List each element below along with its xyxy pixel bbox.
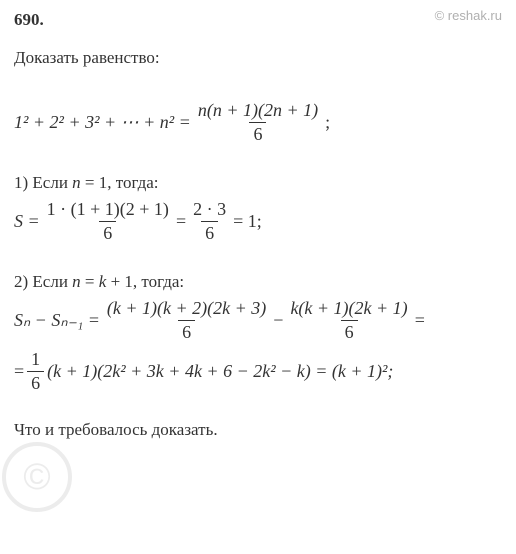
step2-formula-line1: Sₙ − Sₙ₋₁ = (k + 1)(k + 2)(2k + 3) 6 − k…: [14, 298, 502, 343]
main-equation-lhs: 1² + 2² + 3² + ⋯ + n² =: [14, 112, 191, 133]
conclusion-text: Что и требовалось доказать.: [14, 420, 502, 440]
fraction-numerator: (k + 1)(k + 2)(2k + 3): [103, 298, 270, 320]
task-statement: Доказать равенство:: [14, 48, 502, 68]
step2-line2-fraction: 1 6: [27, 349, 44, 394]
fraction-numerator: 1: [27, 349, 44, 371]
copyright-circle-icon: ©: [2, 442, 72, 512]
watermark-text: © reshak.ru: [435, 8, 502, 23]
step2-line1-fraction2: k(k + 1)(2k + 1) 6: [286, 298, 411, 343]
step1-equals: =: [176, 211, 186, 232]
step2-line2-rest: (k + 1)(2k² + 3k + 4k + 6 − 2k² − k) = (…: [47, 361, 393, 382]
fraction-denominator: 6: [201, 221, 218, 244]
step2-line1-fraction1: (k + 1)(k + 2)(2k + 3) 6: [103, 298, 270, 343]
main-equation: 1² + 2² + 3² + ⋯ + n² = n(n + 1)(2n + 1)…: [14, 100, 502, 145]
problem-number: 690.: [14, 10, 502, 30]
fraction-numerator: k(k + 1)(2k + 1): [286, 298, 411, 320]
step1-label: 1) Если n = 1, тогда:: [14, 173, 502, 193]
fraction-denominator: 6: [249, 122, 266, 145]
fraction-numerator: 1 · (1 + 1)(2 + 1): [43, 199, 173, 221]
fraction-denominator: 6: [99, 221, 116, 244]
fraction-numerator: n(n + 1)(2n + 1): [194, 100, 322, 122]
step2-line1-prefix: Sₙ − Sₙ₋₁ =: [14, 310, 100, 331]
step2-line1-minus: −: [273, 310, 283, 331]
main-equation-rhs-fraction: n(n + 1)(2n + 1) 6: [194, 100, 322, 145]
fraction-denominator: 6: [341, 320, 358, 343]
main-equation-trail: ;: [325, 112, 330, 133]
fraction-numerator: 2 · 3: [189, 199, 230, 221]
step2-formula-line2: = 1 6 (k + 1)(2k² + 3k + 4k + 6 − 2k² − …: [14, 349, 502, 394]
step2-line1-trail: =: [415, 310, 425, 331]
step2-line2-prefix: =: [14, 361, 24, 382]
fraction-denominator: 6: [27, 371, 44, 394]
fraction-denominator: 6: [178, 320, 195, 343]
step1-fraction1: 1 · (1 + 1)(2 + 1) 6: [43, 199, 173, 244]
step1-formula: S = 1 · (1 + 1)(2 + 1) 6 = 2 · 3 6 = 1;: [14, 199, 502, 244]
step2-label: 2) Если n = k + 1, тогда:: [14, 272, 502, 292]
step1-fraction2: 2 · 3 6: [189, 199, 230, 244]
step1-trail: = 1;: [233, 211, 262, 232]
step1-prefix: S =: [14, 211, 40, 232]
